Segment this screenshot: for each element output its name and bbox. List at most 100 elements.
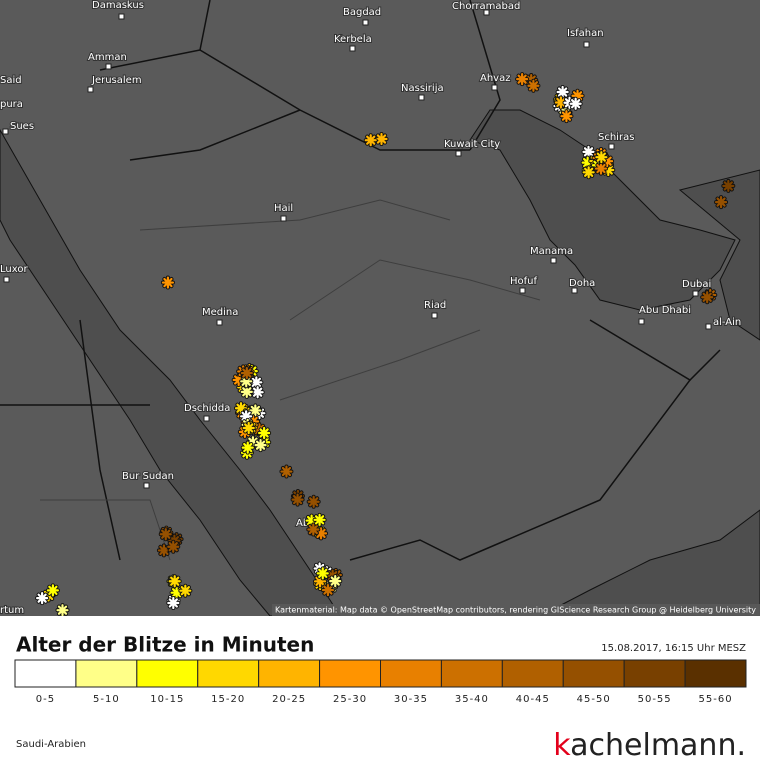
city-dot: [705, 323, 712, 330]
city-dot: [571, 287, 578, 294]
lightning-strike: [240, 366, 253, 380]
lightning-strike: [241, 441, 254, 454]
lightning-strikes: [35, 72, 736, 616]
city-label: pura: [0, 99, 23, 110]
lightning-strike: [722, 179, 735, 193]
city-dot: [483, 9, 490, 16]
lightning-strike: [516, 73, 529, 86]
lightning-strike: [582, 145, 595, 158]
timestamp: 15.08.2017, 16:15 Uhr MESZ: [601, 643, 746, 654]
lightning-strike: [594, 162, 608, 175]
city-label: Ahvaz: [480, 73, 510, 84]
lightning-strike: [556, 85, 569, 99]
city-dot: [362, 19, 369, 26]
legend-swatch: [562, 659, 625, 688]
lightning-strike: [313, 513, 326, 526]
attribution: Kartenmaterial: Map data © OpenStreetMap…: [275, 606, 756, 615]
city-dot: [583, 41, 590, 48]
lightning-strike: [179, 584, 192, 597]
city-label: Riad: [424, 300, 446, 311]
city-dot: [118, 13, 125, 20]
city-dot: [692, 290, 699, 297]
lightning-strike: [167, 596, 180, 610]
legend-label: 25-30: [333, 694, 367, 705]
city-label: Amman: [88, 52, 127, 63]
legend-swatch: [258, 659, 321, 688]
lightning-strike: [364, 134, 377, 147]
lightning-strike: [307, 523, 320, 536]
region-name: Saudi-Arabien: [16, 739, 86, 750]
legend-swatch: [14, 659, 77, 688]
lightning-strike: [525, 73, 538, 87]
lightning-strike: [251, 386, 264, 399]
city-label: rtum: [0, 605, 24, 616]
legend-title: Alter der Blitze in Minuten: [16, 633, 314, 657]
lightning-strike: [329, 575, 342, 588]
legend-label: 10-15: [150, 694, 184, 705]
city-dot: [608, 143, 615, 150]
legend-label: 40-45: [516, 694, 550, 705]
legend-swatch: [136, 659, 199, 688]
lightning-strike: [569, 97, 582, 110]
lightning-strike: [305, 514, 318, 527]
legend-label: 35-40: [455, 694, 489, 705]
city-dot: [431, 312, 438, 319]
brand-k: k: [553, 728, 571, 760]
city-label: Chorramabad: [452, 1, 520, 12]
lightning-strike: [601, 155, 614, 168]
attribution-bg: [272, 604, 760, 616]
lightning-strike: [161, 276, 175, 289]
gulf-of-oman: [678, 169, 760, 341]
lightning-strike: [581, 156, 594, 169]
city-dot: [455, 150, 462, 157]
legend-label: 20-25: [272, 694, 306, 705]
lightning-strike: [560, 110, 573, 123]
legend-label: 50-55: [638, 694, 672, 705]
city-label: Damaskus: [92, 0, 144, 11]
lightning-strike: [316, 567, 329, 580]
city-label: Doha: [569, 278, 595, 289]
lightning-strike: [602, 163, 615, 177]
city-label: al-Ain: [713, 317, 741, 328]
city-label: Luxor: [0, 264, 28, 275]
lightning-strike: [258, 426, 271, 440]
lightning-strike: [240, 410, 253, 423]
map: Damaskus Bagdad Chorramabad Kerbela Amma…: [0, 0, 760, 616]
lightning-strike: [595, 151, 608, 164]
city-label: Kuwait City: [444, 139, 500, 150]
city-label: Medina: [202, 307, 238, 318]
city-dot: [216, 319, 223, 326]
legend-swatch: [623, 659, 686, 688]
city-label: Nassirija: [401, 83, 444, 94]
legend-label: 55-60: [699, 694, 733, 705]
legend-label: 0-5: [36, 694, 55, 705]
city-label: Bagdad: [343, 7, 381, 18]
lightning-strike: [527, 79, 540, 92]
cities: Damaskus Bagdad Chorramabad Kerbela Amma…: [0, 0, 742, 616]
lightning-strike: [701, 291, 714, 304]
legend-scale: 0-5 5-10 10-15 15-20 20-25 25-30 30-35 35-40 40-…: [14, 659, 747, 705]
legend-swatch: [501, 659, 564, 688]
city-dot: [638, 318, 645, 325]
city-label: Said: [0, 75, 22, 86]
city-dot: [87, 86, 94, 93]
borders: [0, 0, 721, 561]
lightning-strike: [307, 495, 320, 508]
legend-swatch: [684, 659, 747, 688]
legend-label: 15-20: [211, 694, 245, 705]
lightning-strike: [714, 195, 728, 209]
lightning-strike: [280, 465, 293, 478]
city-label: Sues: [10, 121, 34, 132]
city-label: Bur Sudan: [122, 471, 174, 482]
city-label: Isfahan: [567, 28, 604, 39]
lightning-strike: [232, 373, 245, 387]
lightning-strike: [167, 540, 180, 553]
brand: kachelmann.: [553, 728, 746, 760]
city-dot: [143, 482, 150, 489]
city-dot: [349, 45, 356, 52]
city-dot: [519, 287, 526, 294]
lightning-strike: [554, 96, 567, 109]
lightning-strike: [314, 527, 328, 540]
legend-swatch: [75, 659, 138, 688]
